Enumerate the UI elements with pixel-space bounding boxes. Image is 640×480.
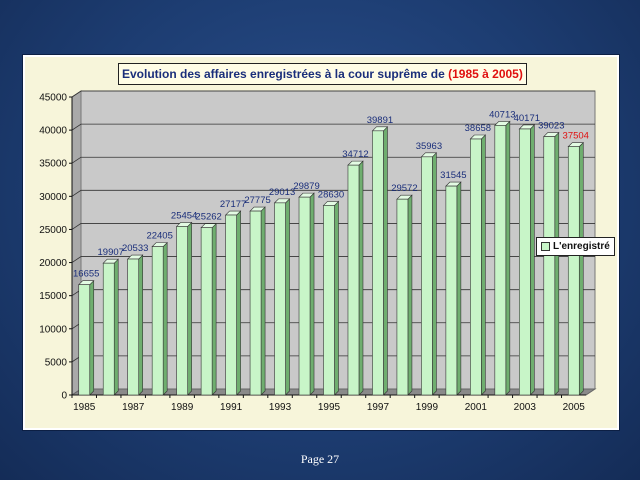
bar-side: [138, 254, 143, 396]
bar-side: [383, 126, 388, 396]
bar: [347, 164, 360, 396]
bar-value-label: 40171: [514, 113, 540, 124]
bar-value-label: 20533: [122, 243, 148, 254]
bar: [151, 246, 164, 396]
bar-side: [530, 124, 535, 396]
bar-value-label: 29013: [269, 187, 295, 198]
bar: [494, 125, 507, 396]
legend-swatch: [541, 241, 550, 251]
bar: [567, 146, 580, 396]
bar-side: [89, 279, 95, 396]
bar-value-label: 16655: [73, 269, 99, 280]
bar: [176, 226, 188, 396]
x-tick-label: 1985: [73, 402, 96, 413]
y-tick-label: 30000: [39, 192, 67, 203]
bar-side: [187, 221, 192, 396]
bar-side: [505, 120, 511, 396]
bar-value-label: 19907: [98, 247, 124, 258]
bar-side: [236, 210, 241, 396]
gridline: [71, 90, 595, 98]
y-tick-label: 5000: [45, 357, 68, 368]
bar: [127, 258, 139, 396]
bar: [421, 156, 433, 396]
bar-value-label: 39891: [367, 115, 393, 126]
bar: [274, 202, 286, 396]
bar-side: [285, 198, 290, 396]
y-tick-label: 25000: [39, 225, 67, 236]
bar: [543, 136, 556, 396]
bar-side: [309, 192, 315, 396]
bar: [78, 284, 91, 396]
bar-value-label: 25262: [195, 212, 221, 223]
bar: [102, 262, 115, 396]
bar-value-label: 22405: [146, 231, 172, 242]
bar-value-label: 28630: [318, 189, 344, 200]
chart-title: Evolution des affaires enregistrées à la…: [118, 63, 527, 85]
bar-value-label: 37504: [563, 131, 589, 142]
legend-label: L'enregistré: [553, 241, 610, 252]
bar-value-label: 29572: [391, 183, 417, 194]
bar: [470, 138, 482, 396]
page-number: Page 27: [300, 452, 340, 466]
bar-side: [113, 258, 119, 396]
chart-legend: L'enregistré: [536, 237, 615, 256]
bar-side: [432, 152, 437, 396]
bar-value-label: 27177: [220, 199, 246, 210]
bar-value-label: 29879: [293, 181, 319, 192]
bar-side: [554, 131, 560, 396]
bar: [396, 198, 409, 396]
bar-value-label: 39023: [538, 121, 564, 132]
x-tick-label: 2005: [563, 402, 586, 413]
bar-side: [456, 181, 462, 396]
bar-value-label: 31545: [440, 170, 466, 181]
y-tick-label: 40000: [39, 126, 67, 137]
x-tick-label: 1997: [367, 402, 390, 413]
bar-side: [407, 194, 413, 396]
bar-side: [334, 200, 339, 396]
bar-side: [358, 160, 364, 396]
x-tick-label: 1987: [122, 402, 145, 413]
x-tick-label: 2001: [465, 402, 488, 413]
bar-value-label: 38658: [465, 123, 491, 134]
y-tick-label: 35000: [39, 159, 67, 170]
x-tick-label: 2003: [514, 402, 537, 413]
bar-side: [260, 206, 266, 396]
x-tick-label: 1999: [416, 402, 439, 413]
bar-side: [211, 222, 217, 396]
x-tick-label: 1991: [220, 402, 243, 413]
gridline: [71, 123, 595, 131]
bar-side: [162, 241, 168, 396]
y-tick-label: 20000: [39, 258, 67, 269]
y-tick-label: 15000: [39, 291, 67, 302]
bar: [249, 210, 262, 396]
bar-value-label: 35963: [416, 141, 442, 152]
bar-side: [578, 141, 584, 396]
y-tick-label: 0: [61, 391, 67, 402]
x-tick-label: 1989: [171, 402, 194, 413]
x-tick-label: 1995: [318, 402, 341, 413]
bar: [225, 214, 237, 396]
bar: [372, 130, 384, 396]
bar: [298, 196, 311, 396]
y-tick-label: 10000: [39, 324, 67, 335]
bar: [323, 205, 335, 396]
bar-value-label: 34712: [342, 149, 368, 160]
bar-value-label: 40713: [489, 109, 515, 120]
x-tick-label: 1993: [269, 402, 292, 413]
bar-value-label: 27775: [244, 195, 270, 206]
bar: [519, 128, 531, 396]
bar-side: [481, 134, 486, 396]
chart-title-years: (1985 à 2005): [448, 67, 523, 81]
bar-value-label: 25454: [171, 210, 197, 221]
bar: [445, 185, 458, 396]
bar: [200, 227, 213, 396]
y-tick-label: 45000: [39, 93, 67, 104]
